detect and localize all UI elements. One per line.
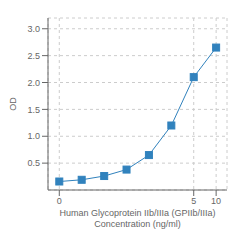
svg-text:2.5: 2.5 <box>27 51 40 61</box>
svg-text:OD: OD <box>8 97 18 111</box>
svg-text:0.5: 0.5 <box>27 158 40 168</box>
svg-text:10: 10 <box>211 196 221 206</box>
svg-text:2.0: 2.0 <box>27 78 40 88</box>
svg-text:3.0: 3.0 <box>27 24 40 34</box>
svg-text:1.0: 1.0 <box>27 131 40 141</box>
svg-text:5: 5 <box>191 196 196 206</box>
svg-text:Human Glycoprotein IIb/IIIa (G: Human Glycoprotein IIb/IIIa (GPIIb/IIIa)… <box>59 208 215 229</box>
svg-text:1.5: 1.5 <box>27 105 40 115</box>
svg-text:0: 0 <box>57 196 62 206</box>
